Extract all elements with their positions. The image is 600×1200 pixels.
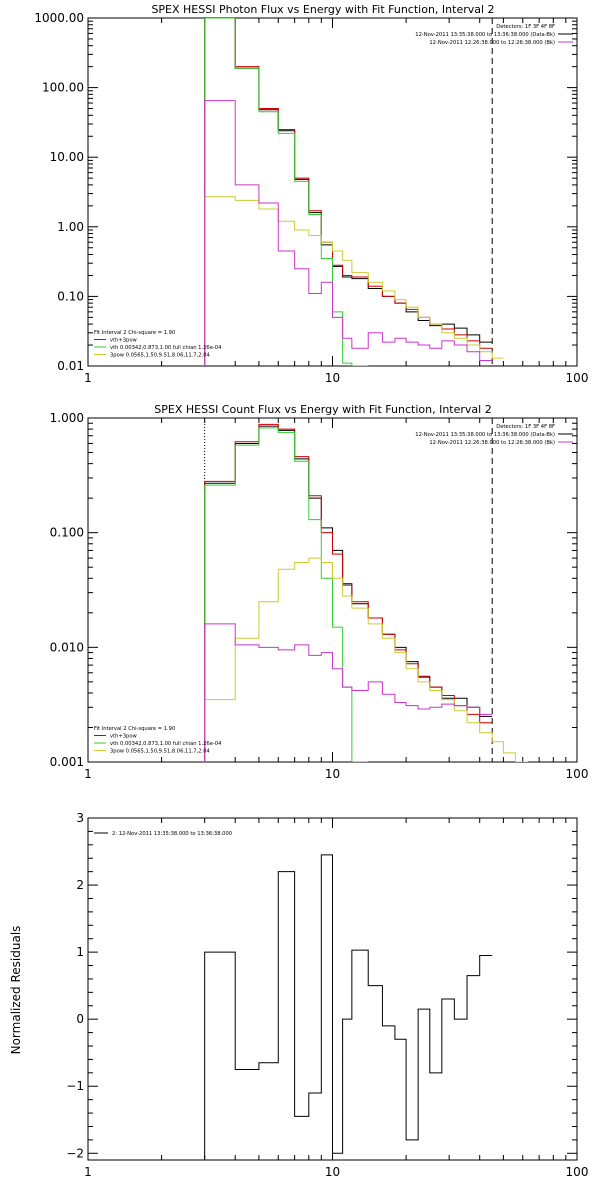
x-tick-label: 100 bbox=[566, 371, 589, 385]
y-tick-label: 1000.00 bbox=[34, 11, 84, 25]
x-tick-label: 1 bbox=[84, 767, 92, 781]
chart-title: SPEX HESSI Count Flux vs Energy with Fit… bbox=[154, 403, 491, 416]
y-tick-label: 2 bbox=[76, 878, 84, 892]
y-axis-label: Normalized Residuals bbox=[9, 926, 23, 1055]
legend-entry: Detectors: 1F 3F 4F 8F bbox=[496, 24, 555, 30]
x-tick-label: 100 bbox=[566, 767, 589, 781]
y-tick-label: 1.00 bbox=[57, 220, 84, 234]
y-tick-label: 100.00 bbox=[42, 81, 84, 95]
legend-entry: 3pow 0.0565,1.50,9.51,8.06,11.7,2.04 bbox=[110, 749, 211, 755]
residuals-chart: Normalized Residuals 1 10 100 −2 −1 0 1 2 3 2: 12… bbox=[9, 811, 588, 1179]
series-line bbox=[204, 623, 493, 762]
y-tick-label: 0.010 bbox=[50, 640, 84, 654]
series-line bbox=[204, 196, 504, 366]
legend-entry: 12-Nov-2011 12:26:38.000 to 12:26:38.000… bbox=[429, 40, 555, 46]
x-tick-label: 10 bbox=[325, 371, 340, 385]
x-tick-label: 100 bbox=[566, 1165, 589, 1179]
series-line bbox=[204, 557, 528, 762]
y-tick-label: −2 bbox=[66, 1146, 84, 1160]
chart-title: SPEX HESSI Photon Flux vs Energy with Fi… bbox=[151, 3, 494, 16]
legend-entry: vth 0.00342,0.873,1.00 full chian 1.26e-… bbox=[110, 741, 222, 747]
y-tick-label: 3 bbox=[76, 811, 84, 825]
series-line bbox=[204, 18, 369, 366]
legend-entry: Fit Interval 2 Chi-square = 1.90 bbox=[94, 726, 175, 732]
legend-entry: 12-Nov-2011 13:35:38.000 to 13:36:38.000… bbox=[415, 32, 555, 38]
x-tick-label: 1 bbox=[84, 371, 92, 385]
y-tick-label: 1 bbox=[76, 945, 84, 959]
legend-entry: Fit Interval 2 Chi-square = 1.90 bbox=[94, 330, 175, 336]
legend-entry: 12-Nov-2011 12:26:38.000 to 12:26:38.000… bbox=[429, 440, 555, 446]
legend-entry: vth 0.00342,0.873,1.00 full chian 1.26e-… bbox=[110, 345, 222, 351]
x-tick-label: 10 bbox=[325, 767, 340, 781]
series-line bbox=[204, 18, 493, 366]
series-line bbox=[204, 427, 369, 762]
legend-entry: 3pow 0.0565,1.50,9.51,8.06,11.7,2.04 bbox=[110, 353, 211, 359]
photon-flux-chart: SPEX HESSI Photon Flux vs Energy with Fi… bbox=[34, 3, 588, 385]
y-tick-label: −1 bbox=[66, 1079, 84, 1093]
x-tick-label: 10 bbox=[325, 1165, 340, 1179]
legend-entry: vth+3pow bbox=[110, 734, 138, 740]
legend-entry: vth+3pow bbox=[110, 338, 138, 344]
series-line bbox=[204, 854, 493, 1160]
series-line bbox=[204, 100, 493, 366]
x-tick-label: 1 bbox=[84, 1165, 92, 1179]
y-tick-label: 0.001 bbox=[50, 755, 84, 769]
series-line bbox=[204, 425, 493, 762]
y-tick-label: 0.10 bbox=[57, 289, 84, 303]
series-line bbox=[204, 423, 493, 762]
count-flux-chart: SPEX HESSI Count Flux vs Energy with Fit… bbox=[50, 403, 589, 781]
series-line bbox=[204, 18, 493, 366]
legend-entry: 2: 12-Nov-2011 13:35:38.000 to 13:36:38.… bbox=[112, 831, 232, 837]
y-tick-label: 0.01 bbox=[57, 359, 84, 373]
y-tick-label: 0 bbox=[76, 1012, 84, 1026]
legend-entry: Detectors: 1F 3F 4F 8F bbox=[496, 424, 555, 430]
legend-entry: 12-Nov-2011 13:35:38.000 to 13:36:38.000… bbox=[415, 432, 555, 438]
y-tick-label: 10.00 bbox=[50, 150, 84, 164]
y-tick-label: 1.000 bbox=[50, 411, 84, 425]
y-tick-label: 0.100 bbox=[50, 526, 84, 540]
